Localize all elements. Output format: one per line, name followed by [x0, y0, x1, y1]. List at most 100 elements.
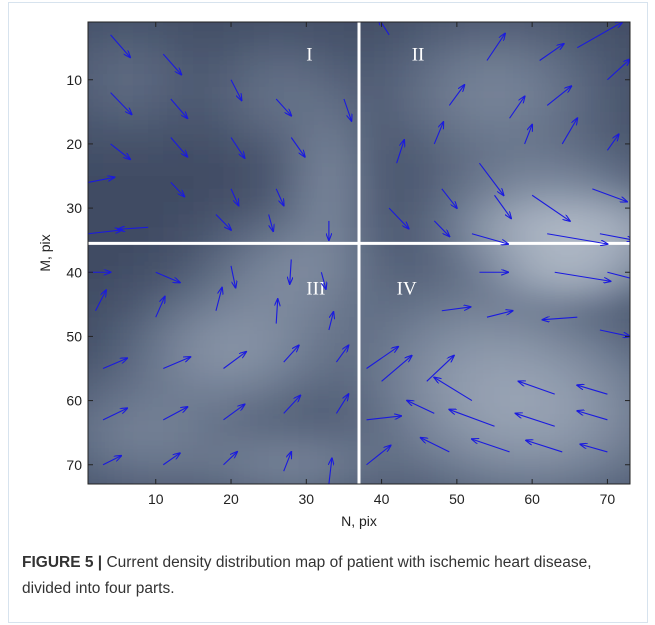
figure-caption: FIGURE 5 | Current density distribution …	[22, 550, 632, 602]
y-tick-label: 50	[66, 328, 82, 344]
y-tick-label: 10	[66, 72, 82, 88]
quadrant-label: III	[306, 279, 325, 300]
vector-arrow	[335, 394, 348, 414]
vector-arrow	[599, 329, 630, 336]
vector-arrow	[170, 98, 188, 118]
vector-arrow	[543, 317, 578, 320]
vector-arrow	[396, 140, 405, 164]
vector-arrow	[162, 53, 181, 75]
vector-arrow	[509, 96, 525, 119]
x-tick-label: 50	[449, 491, 465, 507]
x-tick-label: 70	[600, 491, 616, 507]
vector-arrow	[163, 357, 190, 370]
vector-arrow	[162, 453, 180, 466]
vector-arrow	[607, 59, 630, 81]
vector-arrow	[421, 438, 450, 453]
x-tick-label: 20	[223, 491, 239, 507]
vector-arrow	[268, 214, 274, 232]
vector-arrow	[366, 446, 391, 466]
vector-arrow	[230, 137, 245, 159]
x-tick-label: 60	[524, 491, 540, 507]
vector-arrow	[448, 85, 464, 106]
vector-arrow	[223, 452, 238, 466]
vector-arrow	[486, 311, 513, 318]
vector-arrow	[479, 162, 503, 195]
vector-arrow	[472, 439, 510, 453]
vector-arrow	[215, 214, 231, 230]
vector-arrow	[388, 207, 409, 229]
vector-arrow	[577, 385, 608, 395]
quadrant-label: IV	[397, 279, 417, 300]
vector-arrow	[577, 22, 622, 49]
vector-arrow	[275, 98, 291, 116]
vector-arrow	[230, 265, 236, 288]
vector-arrow	[516, 413, 555, 427]
y-tick-label: 70	[66, 457, 82, 473]
vector-arrow	[441, 188, 457, 208]
heatmap-cells	[88, 22, 630, 484]
quadrant-label: II	[412, 45, 425, 66]
vector-arrow	[215, 288, 222, 311]
vector-arrow	[449, 410, 495, 427]
vector-arrow	[290, 259, 292, 283]
vector-arrow	[118, 227, 149, 229]
vector-arrow	[379, 22, 390, 36]
vector-arrow	[471, 233, 508, 244]
vector-arrow	[283, 452, 292, 472]
vector-arrow	[290, 137, 305, 157]
vector-arrow	[329, 458, 332, 484]
vector-arrow	[230, 188, 239, 206]
vector-arrow	[426, 356, 454, 382]
vector-arrow	[441, 307, 471, 312]
vector-arrow	[155, 297, 165, 318]
vector-arrow	[88, 230, 122, 235]
vector-arrow	[433, 220, 449, 236]
vector-arrow	[592, 188, 627, 202]
quadrant-label: I	[306, 45, 312, 66]
x-axis: 10 20 30 40 50 60 70	[148, 22, 615, 507]
vector-arrow	[170, 182, 185, 196]
figure-caption-text: Current density distribution map of pati…	[22, 554, 592, 597]
vector-arrow	[577, 411, 608, 421]
plot-border	[87, 21, 631, 485]
vector-arrow	[580, 444, 608, 453]
vector-arrow	[223, 404, 245, 421]
y-tick-label: 20	[66, 136, 82, 152]
vector-arrow	[230, 79, 242, 101]
vector-arrow	[223, 352, 247, 369]
vector-arrow	[343, 98, 352, 121]
vector-arrow	[607, 271, 630, 279]
vector-arrow	[531, 194, 570, 221]
vector-arrow	[328, 312, 334, 331]
vector-arrow	[163, 407, 187, 421]
vector-arrow	[494, 194, 512, 218]
vector-arrow	[88, 177, 114, 183]
vector-arrow	[554, 271, 611, 281]
vector-arrow	[276, 299, 278, 324]
vector-arrow	[170, 137, 188, 157]
vector-arrow	[547, 233, 607, 244]
vector-arrow	[366, 416, 402, 421]
vector-arrow	[95, 290, 107, 312]
vector-arrow	[335, 345, 348, 363]
vector-arrow	[283, 345, 299, 363]
vector-arrow	[275, 188, 284, 206]
x-axis-title: N, pix	[341, 513, 377, 529]
y-tick-label: 60	[66, 393, 82, 409]
current-vectors	[88, 22, 630, 484]
vector-arrow	[526, 440, 563, 453]
vector-arrow	[407, 401, 435, 414]
vector-arrow	[519, 381, 555, 395]
vector-arrow	[486, 34, 505, 61]
vector-arrow	[320, 272, 326, 289]
y-axis: 10 20 30 40 50 60 70	[66, 72, 630, 473]
vector-arrow	[561, 118, 577, 145]
vector-arrow	[102, 456, 121, 466]
figure-caption-label: FIGURE 5 |	[22, 554, 103, 571]
x-tick-label: 10	[148, 491, 164, 507]
quadrant-dividers	[88, 22, 630, 484]
y-tick-label: 40	[66, 264, 82, 280]
vector-arrow	[524, 125, 533, 145]
x-tick-label: 30	[299, 491, 315, 507]
